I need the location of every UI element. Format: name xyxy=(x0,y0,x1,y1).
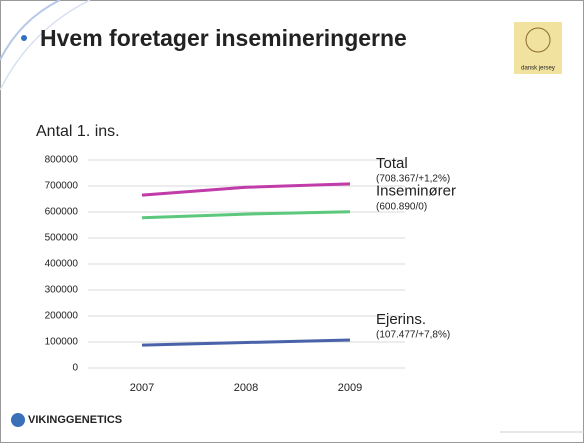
logo-cow xyxy=(525,27,551,53)
x-tick-label: 2009 xyxy=(338,382,362,394)
brand-icon xyxy=(11,413,25,427)
y-tick-label: 200000 xyxy=(45,311,79,322)
series-label: Ejerins. xyxy=(376,311,426,328)
x-tick-label: 2008 xyxy=(234,382,258,394)
y-tick-label: 100000 xyxy=(45,337,79,348)
series-note: (708.367/+1,2%) xyxy=(376,173,450,184)
logo-box xyxy=(514,22,562,74)
series-label: Total xyxy=(376,155,408,172)
y-tick-label: 600000 xyxy=(45,207,79,218)
decor-swoosh xyxy=(0,0,91,91)
y-axis-label: Antal 1. ins. xyxy=(36,123,120,140)
decor-swoosh xyxy=(0,0,61,61)
slide-title: Hvem foretager insemineringerne xyxy=(40,25,407,51)
y-tick-label: 700000 xyxy=(45,181,79,192)
y-tick-label: 0 xyxy=(72,363,78,374)
series-line xyxy=(141,338,351,347)
y-tick-label: 800000 xyxy=(45,155,79,166)
series-line xyxy=(141,210,351,220)
series-note: (600.890/0) xyxy=(376,201,427,212)
series-label: Inseminører xyxy=(376,183,456,200)
brand: VIKINGGENETICS xyxy=(28,414,122,426)
x-tick-label: 2007 xyxy=(130,382,154,394)
series-line xyxy=(141,182,351,197)
bullet xyxy=(21,35,27,41)
y-tick-label: 500000 xyxy=(45,233,79,244)
series-note: (107.477/+7,8%) xyxy=(376,330,450,341)
logo-text: dansk jersey xyxy=(521,66,555,72)
y-tick-label: 300000 xyxy=(45,285,79,296)
y-tick-label: 400000 xyxy=(45,259,79,270)
